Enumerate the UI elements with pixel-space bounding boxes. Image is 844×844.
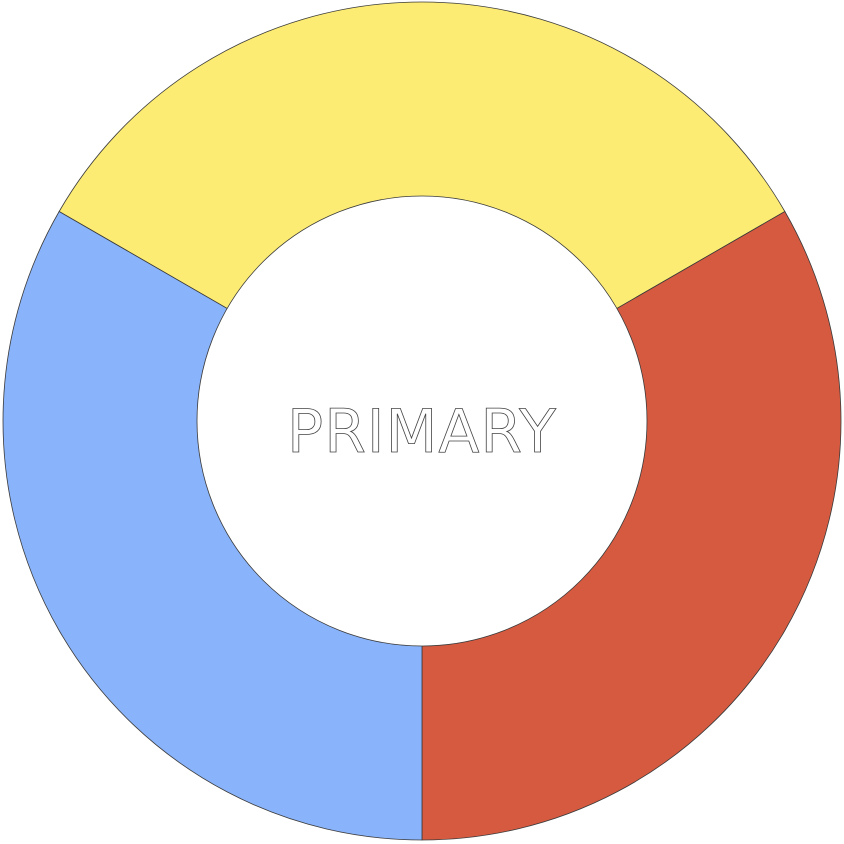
center-label: PRIMARY: [287, 397, 557, 467]
wheel-center-hole: [196, 195, 648, 647]
